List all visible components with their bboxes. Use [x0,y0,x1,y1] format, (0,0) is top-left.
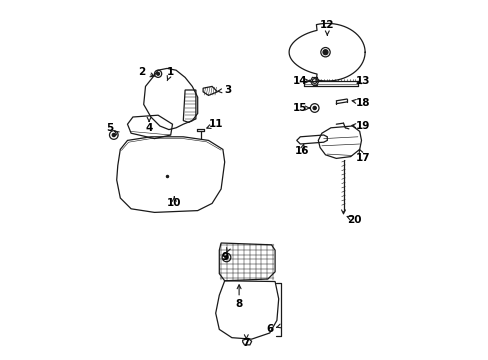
Text: 19: 19 [355,121,370,131]
Text: 3: 3 [224,85,231,95]
Text: 10: 10 [167,198,181,208]
Circle shape [322,50,327,55]
Circle shape [112,133,115,136]
Circle shape [156,72,159,75]
Text: 4: 4 [145,123,152,133]
Text: 2: 2 [138,67,145,77]
Text: 20: 20 [346,215,361,225]
Circle shape [312,107,316,109]
Text: 13: 13 [355,76,370,86]
Circle shape [224,256,228,259]
Text: 9: 9 [221,252,228,262]
Text: 18: 18 [355,98,370,108]
Text: 6: 6 [266,324,273,334]
Text: 7: 7 [242,338,249,348]
Text: 15: 15 [292,103,307,113]
Text: 14: 14 [292,76,307,86]
Text: 12: 12 [319,20,334,30]
Text: 5: 5 [106,123,113,133]
Text: 8: 8 [235,299,242,309]
Text: 17: 17 [355,153,370,163]
Text: 1: 1 [167,67,174,77]
Text: 11: 11 [209,119,223,129]
Text: 16: 16 [294,146,309,156]
